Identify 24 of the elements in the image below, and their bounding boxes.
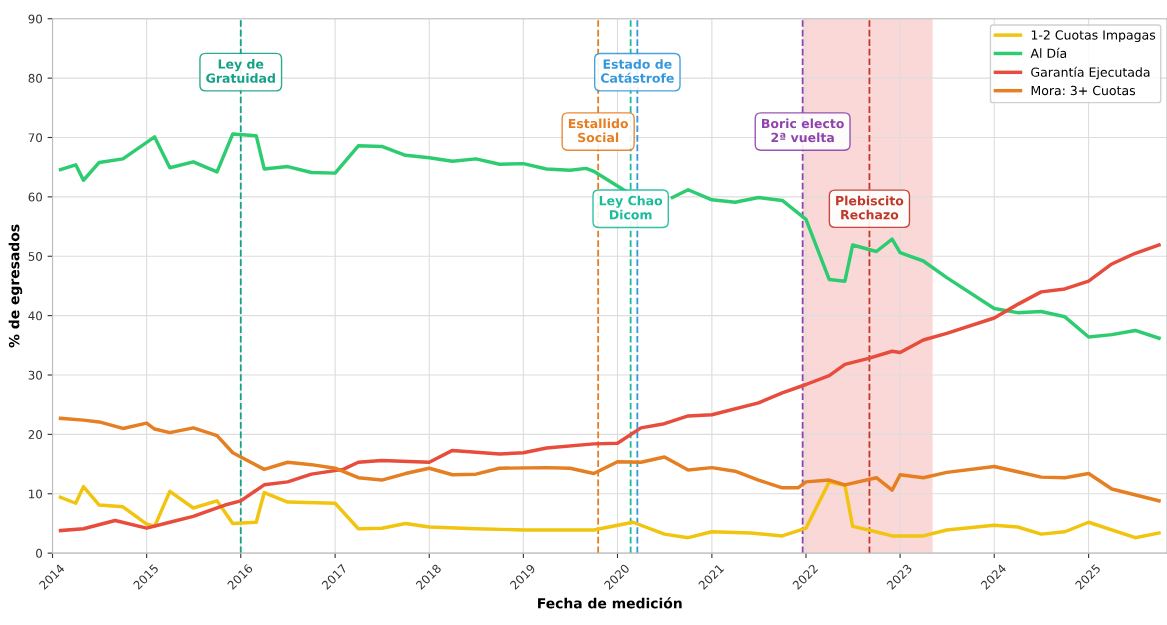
y-tick-label: 90 bbox=[28, 14, 43, 24]
ref-line-label: Boric electo 2ª vuelta bbox=[762, 118, 844, 143]
y-tick-label: 70 bbox=[28, 133, 43, 143]
y-tick-label: 40 bbox=[28, 311, 43, 321]
y-tick-label: 20 bbox=[28, 430, 43, 440]
legend-label: Garantía Ejecutada bbox=[1031, 66, 1150, 80]
y-tick-label: 30 bbox=[28, 370, 43, 380]
y-axis-title: % de egresados bbox=[8, 224, 23, 348]
ref-line-label: Ley Chao Dicom bbox=[599, 195, 663, 220]
x-axis-title: Fecha de medición bbox=[538, 597, 682, 609]
ref-line-label: Estado de Catástrofe bbox=[600, 59, 674, 83]
y-tick-label: 10 bbox=[29, 489, 43, 499]
ref-line-label: Estallido Social bbox=[568, 118, 629, 143]
y-tick-label: 60 bbox=[28, 192, 43, 202]
ref-line-label: Ley de Gratuidad bbox=[206, 59, 275, 83]
ref-line-label: Plebiscito Rechazo bbox=[836, 195, 904, 220]
legend-label: Al Día bbox=[1030, 47, 1067, 59]
y-tick-label: 80 bbox=[28, 73, 43, 83]
y-tick-label: 0 bbox=[36, 548, 43, 558]
y-tick-label: 50 bbox=[28, 251, 43, 261]
line-series bbox=[58, 243, 1161, 533]
line-series bbox=[58, 480, 1161, 540]
legend-label: Mora: 3+ Cuotas bbox=[1031, 85, 1136, 96]
legend-label: 1-2 Cuotas Impagas bbox=[1031, 30, 1156, 43]
